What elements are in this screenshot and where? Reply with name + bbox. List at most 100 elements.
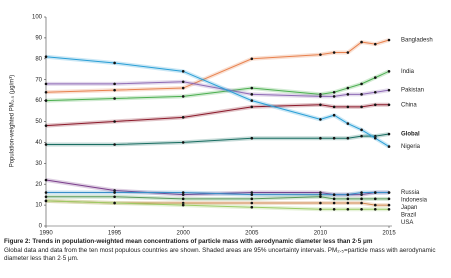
series-label: India (401, 69, 415, 75)
data-point (181, 80, 185, 84)
data-point (319, 193, 322, 196)
data-point (332, 207, 336, 211)
y-tick-label: 40 (35, 140, 42, 146)
data-point (387, 203, 391, 207)
data-point (113, 201, 116, 205)
data-point (250, 197, 254, 201)
data-point (181, 201, 185, 205)
data-point (332, 193, 336, 196)
data-point (360, 40, 363, 44)
data-point (346, 197, 350, 201)
data-point (319, 118, 322, 121)
data-point (113, 143, 116, 146)
chart: Population-weighted PM₂.₅ (μg/m³) 0 10 20 3… (10, 15, 433, 236)
data-point (332, 90, 336, 94)
series-label: Russia (401, 190, 420, 196)
data-point (113, 189, 116, 192)
uncertainty-band (45, 54, 391, 149)
data-point (332, 201, 336, 205)
data-point (319, 207, 322, 211)
data-point (250, 136, 254, 140)
y-tick-label: 30 (35, 161, 42, 167)
y-tick-label: 0 (39, 224, 43, 230)
series-line (46, 81, 390, 97)
data-point (181, 70, 185, 73)
data-point (250, 205, 254, 209)
data-point (387, 191, 391, 194)
x-tick-label: 1990 (39, 231, 53, 236)
series-label: Nigeria (401, 144, 421, 150)
data-point (387, 88, 391, 92)
series-line (45, 104, 389, 127)
caption-title: Figure 2: Trends in population-weighted … (4, 238, 373, 245)
data-point (44, 99, 48, 102)
series-line (46, 192, 389, 196)
data-point (360, 93, 363, 96)
series-label: China (401, 102, 417, 108)
y-axis-label: Population-weighted PM₂.₅ (μg/m³) (10, 75, 16, 168)
data-point (373, 42, 377, 46)
data-point (250, 93, 254, 96)
data-point (360, 134, 363, 138)
data-point (360, 193, 363, 196)
y-tick-label: 20 (35, 182, 42, 188)
data-point (373, 191, 377, 194)
y-tick-label: 100 (32, 15, 43, 21)
data-point (373, 76, 377, 79)
data-point (360, 105, 363, 109)
series-line (45, 39, 390, 93)
data-point (44, 191, 48, 194)
x-tick-label: 2015 (382, 231, 396, 236)
data-point (346, 207, 350, 211)
series-line (45, 200, 389, 206)
data-point (113, 195, 116, 199)
y-tick-label: 70 (35, 77, 42, 83)
data-point (360, 191, 363, 194)
series-label: Indonesia (401, 198, 428, 204)
data-point (44, 124, 48, 127)
data-point (346, 93, 350, 96)
x-tick-label: 2010 (314, 231, 328, 236)
data-point (181, 203, 185, 207)
data-point (319, 53, 322, 56)
data-point (360, 128, 363, 132)
data-point (360, 201, 363, 205)
data-point (373, 90, 377, 94)
data-point (319, 136, 322, 140)
data-point (332, 197, 336, 201)
data-point (373, 203, 377, 207)
data-point (387, 207, 391, 211)
data-point (373, 197, 377, 201)
caption: Figure 2: Trends in population-weighted … (4, 238, 444, 264)
y-tick-label: 50 (35, 119, 42, 125)
data-point (346, 51, 350, 54)
data-point (360, 197, 363, 201)
data-point (387, 38, 391, 42)
data-point (387, 103, 391, 107)
data-point (113, 61, 116, 65)
series-label: Global (401, 132, 420, 138)
data-point (44, 55, 48, 59)
data-point (250, 191, 254, 194)
y-tick-label: 10 (35, 203, 42, 209)
data-point (113, 120, 116, 123)
data-point (332, 95, 336, 98)
data-point (332, 136, 336, 140)
data-point (319, 201, 322, 205)
data-point (346, 193, 350, 196)
data-point (373, 103, 377, 107)
series-label: Japan (401, 205, 417, 211)
series-label: Brazil (401, 213, 416, 219)
data-point (44, 178, 48, 182)
data-point (387, 145, 391, 148)
series-label: USA (401, 220, 413, 226)
data-point (387, 132, 391, 136)
series-line (45, 70, 390, 102)
data-point (319, 191, 322, 194)
data-point (373, 136, 377, 140)
data-point (44, 143, 48, 146)
data-point (181, 95, 185, 98)
y-tick-label: 90 (35, 35, 42, 41)
data-point (181, 197, 185, 201)
